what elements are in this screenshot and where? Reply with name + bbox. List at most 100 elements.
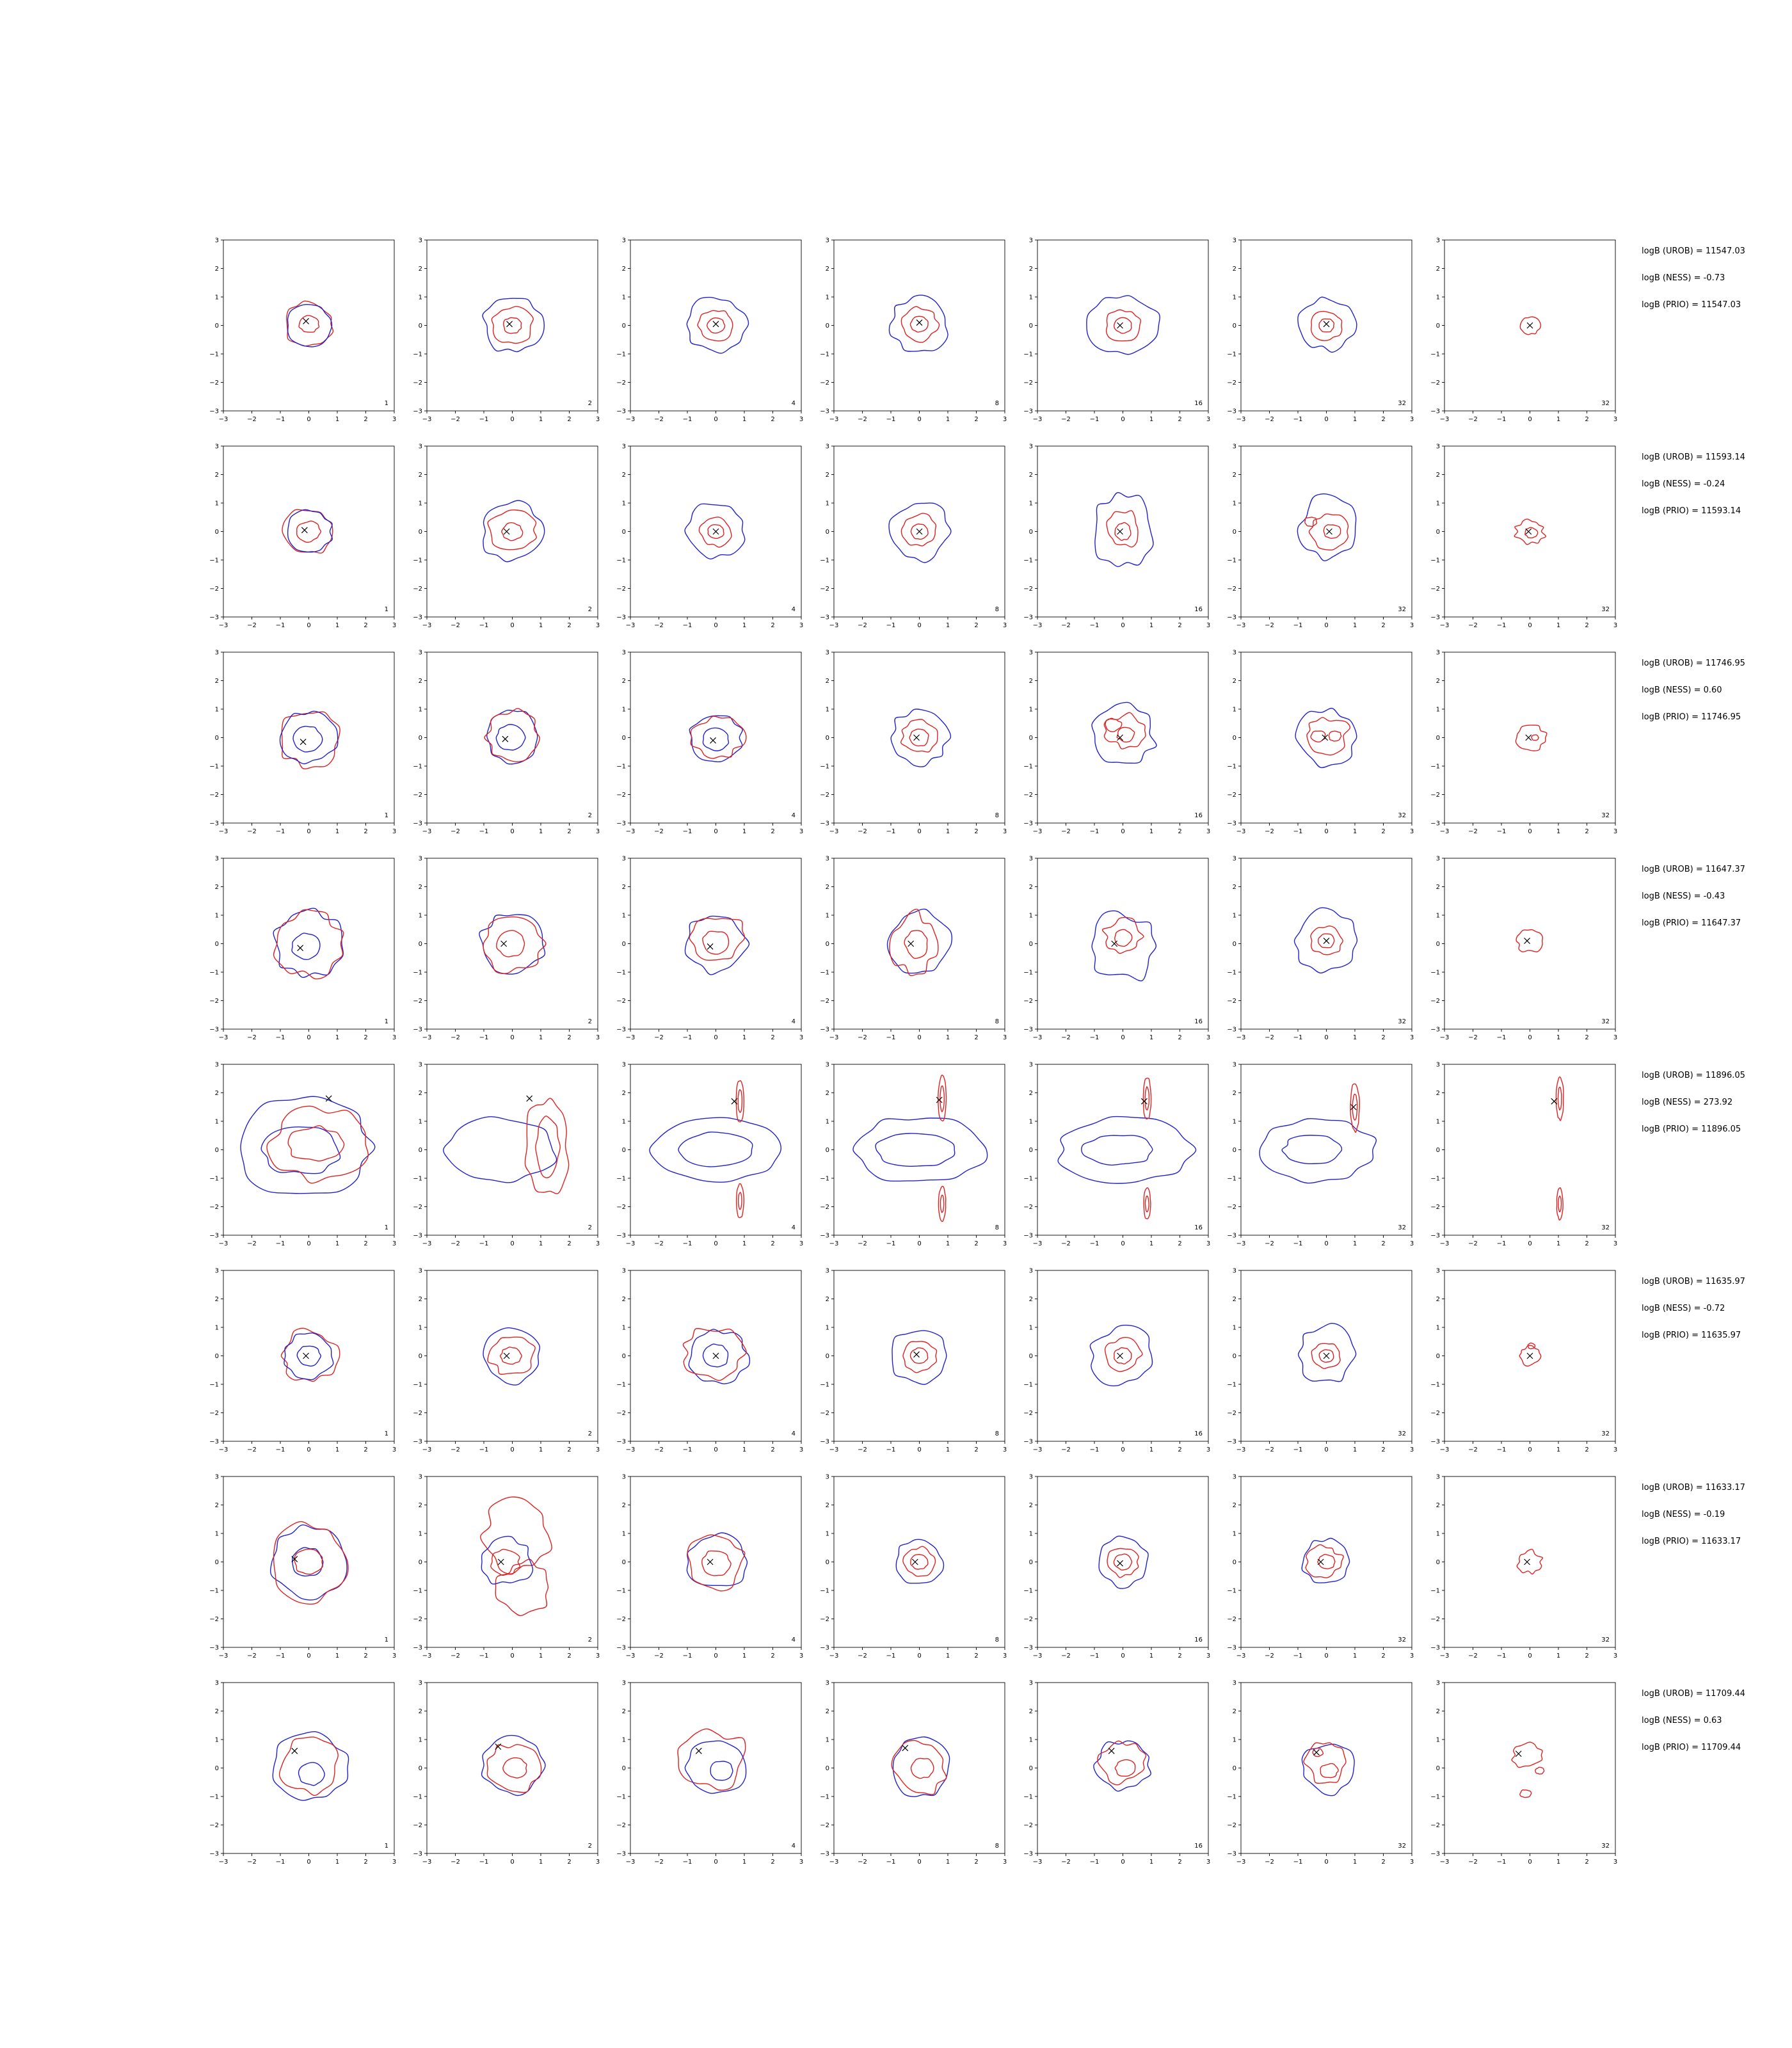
y-tick-label: 3 bbox=[215, 444, 219, 451]
x-tick-label: −2 bbox=[1265, 828, 1274, 835]
x-tick-label: −1 bbox=[1497, 1446, 1507, 1453]
x-tick-label: 2 bbox=[974, 1652, 978, 1660]
x-tick-label: 2 bbox=[364, 828, 367, 835]
annotation-logb-ness: logB (NESS) = 0.60 bbox=[1642, 685, 1722, 695]
subplot-r6c5: −3−3 −2 −2 −1 −1 0 0 1 1 2 2 3 3 16 bbox=[1023, 1268, 1210, 1454]
y-tick-label: 3 bbox=[622, 650, 626, 657]
x-tick-label: 0 bbox=[714, 1859, 717, 1866]
y-tick-label: −2 bbox=[820, 1410, 829, 1417]
y-tick-label: 0 bbox=[1233, 323, 1236, 330]
x-tick-label: 1 bbox=[1556, 416, 1560, 423]
contour-red bbox=[938, 1185, 947, 1222]
x-marker bbox=[712, 1352, 719, 1359]
x-tick-label: 3 bbox=[596, 622, 600, 629]
x-tick-label: −3 bbox=[219, 622, 228, 629]
y-tick-label: 0 bbox=[1436, 1765, 1440, 1772]
x-tick-label: −2 bbox=[451, 1859, 460, 1866]
x-tick-label: −1 bbox=[1090, 622, 1100, 629]
x-marker bbox=[712, 321, 719, 328]
x-tick-label: −2 bbox=[1061, 622, 1071, 629]
axes-frame bbox=[1037, 1270, 1209, 1442]
y-tick-label: 1 bbox=[1436, 1119, 1440, 1126]
sample-count-label: 4 bbox=[792, 1018, 796, 1025]
x-tick-label: 2 bbox=[567, 1652, 571, 1660]
y-tick-label: 1 bbox=[215, 1325, 219, 1332]
y-tick-label: −3 bbox=[413, 820, 422, 828]
contour-red bbox=[273, 909, 344, 980]
x-tick-label: −2 bbox=[1468, 1859, 1478, 1866]
y-tick-label: −3 bbox=[209, 820, 219, 828]
sample-count-label: 2 bbox=[588, 606, 592, 613]
x-tick-label: 3 bbox=[1206, 1034, 1210, 1041]
contour-red bbox=[910, 524, 929, 540]
axes-frame bbox=[630, 1064, 802, 1236]
x-marker bbox=[707, 943, 714, 950]
y-tick-label: 1 bbox=[1233, 913, 1236, 920]
y-tick-label: −2 bbox=[820, 1822, 829, 1829]
axes-frame bbox=[833, 1476, 1005, 1648]
y-tick-label: −3 bbox=[820, 820, 829, 828]
y-tick-label: −1 bbox=[1227, 1382, 1236, 1389]
figure-row-7: −3 −3 −2 −2 −1 −1 0 0 1 1 2 2 3 3 1 −3 −3 −2 −2 −1 −1 0 0 1 1 2 2 3… bbox=[202, 1474, 1792, 1666]
y-tick-label: −1 bbox=[616, 1794, 626, 1801]
subplot-r4c6: −3−3 −2 −2 −1 −1 0 0 1 1 2 2 3 3 32 bbox=[1227, 856, 1414, 1042]
x-tick-label: −2 bbox=[858, 1034, 867, 1041]
x-tick-label: −3 bbox=[1033, 1034, 1043, 1041]
y-tick-label: 0 bbox=[215, 1559, 219, 1566]
x-tick-label: −2 bbox=[451, 416, 460, 423]
y-tick-label: 3 bbox=[215, 1268, 219, 1275]
y-tick-label: 2 bbox=[1436, 884, 1440, 891]
x-tick-label: −1 bbox=[1090, 1240, 1100, 1247]
y-tick-label: −1 bbox=[1023, 557, 1033, 564]
axes-frame bbox=[833, 1682, 1005, 1854]
subplot-cell-r4c3: −3 −3 −2 −2 −1 −1 0 0 1 1 2 2 3 3 4 bbox=[609, 856, 807, 1048]
y-tick-label: −1 bbox=[820, 1794, 829, 1801]
y-tick-label: −3 bbox=[820, 1027, 829, 1034]
sample-count-label: 32 bbox=[1398, 1224, 1406, 1231]
contour-red bbox=[910, 1554, 929, 1570]
sample-count-label: 1 bbox=[385, 1018, 388, 1025]
x-marker bbox=[1117, 322, 1123, 329]
x-tick-label: 1 bbox=[1353, 1652, 1357, 1660]
y-tick-label: −2 bbox=[209, 1822, 219, 1829]
x-tick-label: 1 bbox=[539, 1446, 543, 1453]
x-tick-label: −1 bbox=[1090, 1652, 1100, 1660]
y-tick-label: −3 bbox=[820, 1233, 829, 1240]
axes-frame bbox=[1444, 652, 1616, 824]
x-tick-label: −2 bbox=[1468, 416, 1478, 423]
y-tick-label: −1 bbox=[209, 764, 219, 771]
contour-red bbox=[1306, 717, 1351, 756]
x-tick-label: −2 bbox=[654, 416, 664, 423]
x-tick-label: −1 bbox=[1090, 828, 1100, 835]
contour-red bbox=[1328, 730, 1342, 742]
y-tick-label: 0 bbox=[1029, 1765, 1033, 1772]
y-tick-label: 3 bbox=[1233, 237, 1236, 244]
x-tick-label: 1 bbox=[742, 1240, 746, 1247]
contour-red bbox=[1516, 929, 1543, 953]
y-tick-label: −1 bbox=[1430, 351, 1440, 358]
y-tick-label: −3 bbox=[820, 1851, 829, 1858]
subplot-cell-r3c4: −3 −3 −2 −2 −1 −1 0 0 1 1 2 2 3 3 8 bbox=[812, 650, 1011, 842]
y-tick-label: 1 bbox=[622, 1119, 626, 1126]
y-tick-label: 0 bbox=[622, 1559, 626, 1566]
contour-blue bbox=[678, 1132, 753, 1167]
annotation-logb-prio: logB (PRIO) = 11746.95 bbox=[1642, 712, 1741, 722]
x-tick-label: 1 bbox=[335, 1859, 339, 1866]
sample-count-label: 16 bbox=[1194, 1843, 1203, 1850]
y-tick-label: 0 bbox=[215, 735, 219, 742]
sample-count-label: 8 bbox=[995, 1843, 999, 1850]
sample-count-label: 16 bbox=[1194, 606, 1203, 613]
x-tick-label: −3 bbox=[1033, 1240, 1043, 1247]
y-tick-label: 2 bbox=[419, 1296, 422, 1303]
y-tick-label: −1 bbox=[1227, 1176, 1236, 1183]
y-tick-label: 0 bbox=[826, 1559, 829, 1566]
x-tick-label: −1 bbox=[1293, 1859, 1303, 1866]
x-tick-label: −1 bbox=[479, 1240, 489, 1247]
x-tick-label: −1 bbox=[479, 1446, 489, 1453]
figure-row-4: −3 −3 −2 −2 −1 −1 0 0 1 1 2 2 3 3 1 −3 −3 −2 −2 −1 −1 0 0 1 1 2 2 3… bbox=[202, 856, 1792, 1048]
y-tick-label: 1 bbox=[1436, 500, 1440, 508]
y-tick-label: −2 bbox=[1430, 1204, 1440, 1211]
x-tick-label: 0 bbox=[1528, 416, 1532, 423]
y-tick-label: 1 bbox=[1029, 500, 1033, 508]
sample-count-label: 2 bbox=[588, 1636, 592, 1644]
